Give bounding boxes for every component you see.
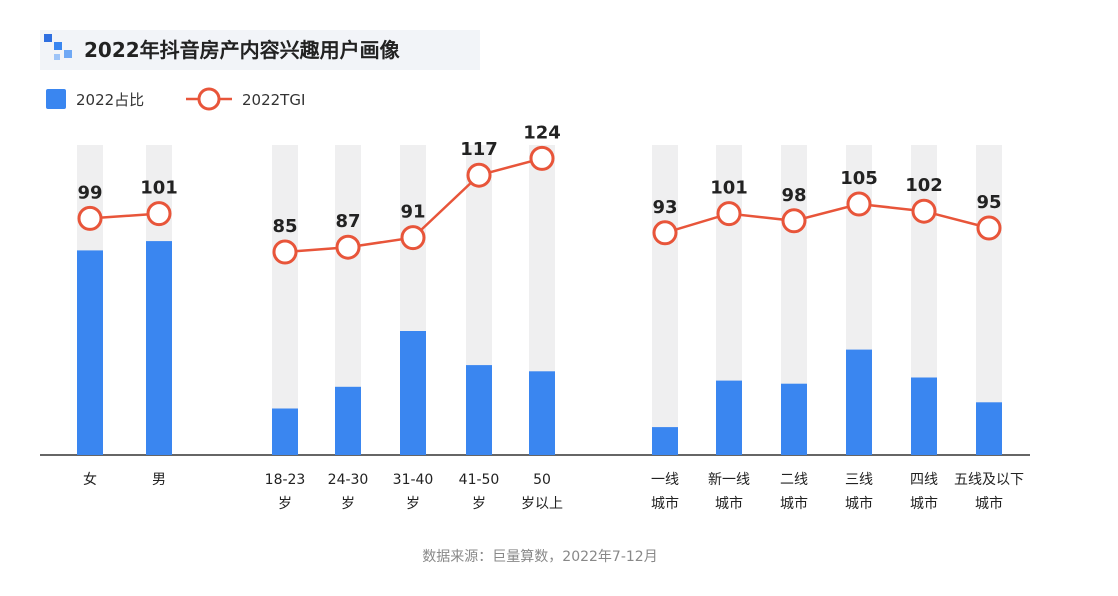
tgi-point (77, 205, 103, 231)
category-label: 城市 (715, 495, 743, 512)
tgi-line-city (664, 202, 990, 234)
tgi-value-label: 124 (523, 122, 561, 143)
tgi-value-label: 99 (77, 182, 102, 203)
tgi-point (716, 201, 742, 227)
category-label: 岁以上 (521, 496, 563, 512)
category-label: 岁 (278, 496, 292, 512)
tgi-point (529, 145, 555, 171)
category-label: 一线 (651, 472, 679, 488)
title-logo-icon (44, 34, 72, 60)
tgi-point (781, 208, 807, 234)
category-label: 城市 (910, 495, 938, 512)
tgi-point (335, 234, 361, 260)
chart-title: 2022年抖音房产内容兴趣用户画像 (84, 38, 401, 62)
tgi-value-label: 101 (140, 178, 178, 199)
bar-2022-share (146, 241, 172, 455)
tgi-point (976, 215, 1002, 241)
category-label: 41-50 (459, 472, 500, 488)
category-label: 18-23 (265, 472, 306, 488)
tgi-value-label: 105 (840, 168, 878, 189)
legend-line-label: 2022TGI (242, 91, 305, 109)
legend-bar-swatch (46, 89, 66, 109)
tgi-value-label: 102 (905, 175, 943, 196)
category-label: 岁 (341, 496, 355, 512)
legend-line-swatch (186, 87, 232, 111)
legend-bar-label: 2022占比 (76, 91, 144, 109)
title-background (40, 30, 480, 70)
bar-track (652, 145, 678, 455)
category-label: 城市 (780, 495, 808, 512)
bar-2022-share (466, 365, 492, 455)
tgi-point (400, 225, 426, 251)
bar-2022-share (716, 380, 742, 455)
plot-area: 99 101 女 男 85 87 91 117 124 18-23 岁 24-30 岁 31-40 岁 41-… (40, 122, 1030, 512)
category-label: 岁 (406, 496, 420, 512)
tgi-value-label: 95 (976, 192, 1001, 213)
category-label: 四线 (910, 472, 938, 488)
bar-2022-share (529, 371, 555, 455)
category-label: 五线及以下 (954, 472, 1024, 488)
category-label: 女 (83, 471, 97, 488)
category-label: 城市 (651, 495, 679, 512)
bar-2022-share (400, 331, 426, 455)
source-note: 数据来源：巨量算数，2022年7-12月 (422, 549, 657, 565)
bar-2022-share (846, 349, 872, 455)
tgi-point (911, 198, 937, 224)
bar-2022-share (272, 408, 298, 455)
category-label: 岁 (472, 496, 486, 512)
category-label: 三线 (845, 472, 873, 488)
category-label: 男 (152, 472, 166, 488)
category-label: 31-40 (393, 472, 434, 488)
category-label: 50 (533, 472, 551, 488)
bar-2022-share (77, 250, 103, 455)
tgi-point (846, 191, 872, 217)
category-label: 二线 (780, 472, 808, 488)
bar-2022-share (911, 377, 937, 455)
category-label: 城市 (975, 495, 1003, 512)
tgi-point (652, 220, 678, 246)
bar-track (272, 145, 298, 455)
tgi-value-label: 117 (460, 139, 498, 160)
tgi-value-label: 93 (652, 197, 677, 218)
bar-2022-share (781, 383, 807, 455)
tgi-point (466, 162, 492, 188)
category-label: 新一线 (708, 472, 750, 488)
category-label: 城市 (845, 495, 873, 512)
tgi-point (272, 239, 298, 265)
bar-2022-share (335, 386, 361, 455)
tgi-value-label: 91 (400, 202, 425, 223)
bar-2022-share (652, 427, 678, 455)
category-label: 24-30 (328, 472, 369, 488)
tgi-value-label: 85 (272, 216, 297, 237)
tgi-point (146, 201, 172, 227)
bar-2022-share (976, 402, 1002, 455)
tgi-value-label: 87 (335, 211, 360, 232)
tgi-value-label: 98 (781, 185, 806, 206)
tgi-value-label: 101 (710, 178, 748, 199)
